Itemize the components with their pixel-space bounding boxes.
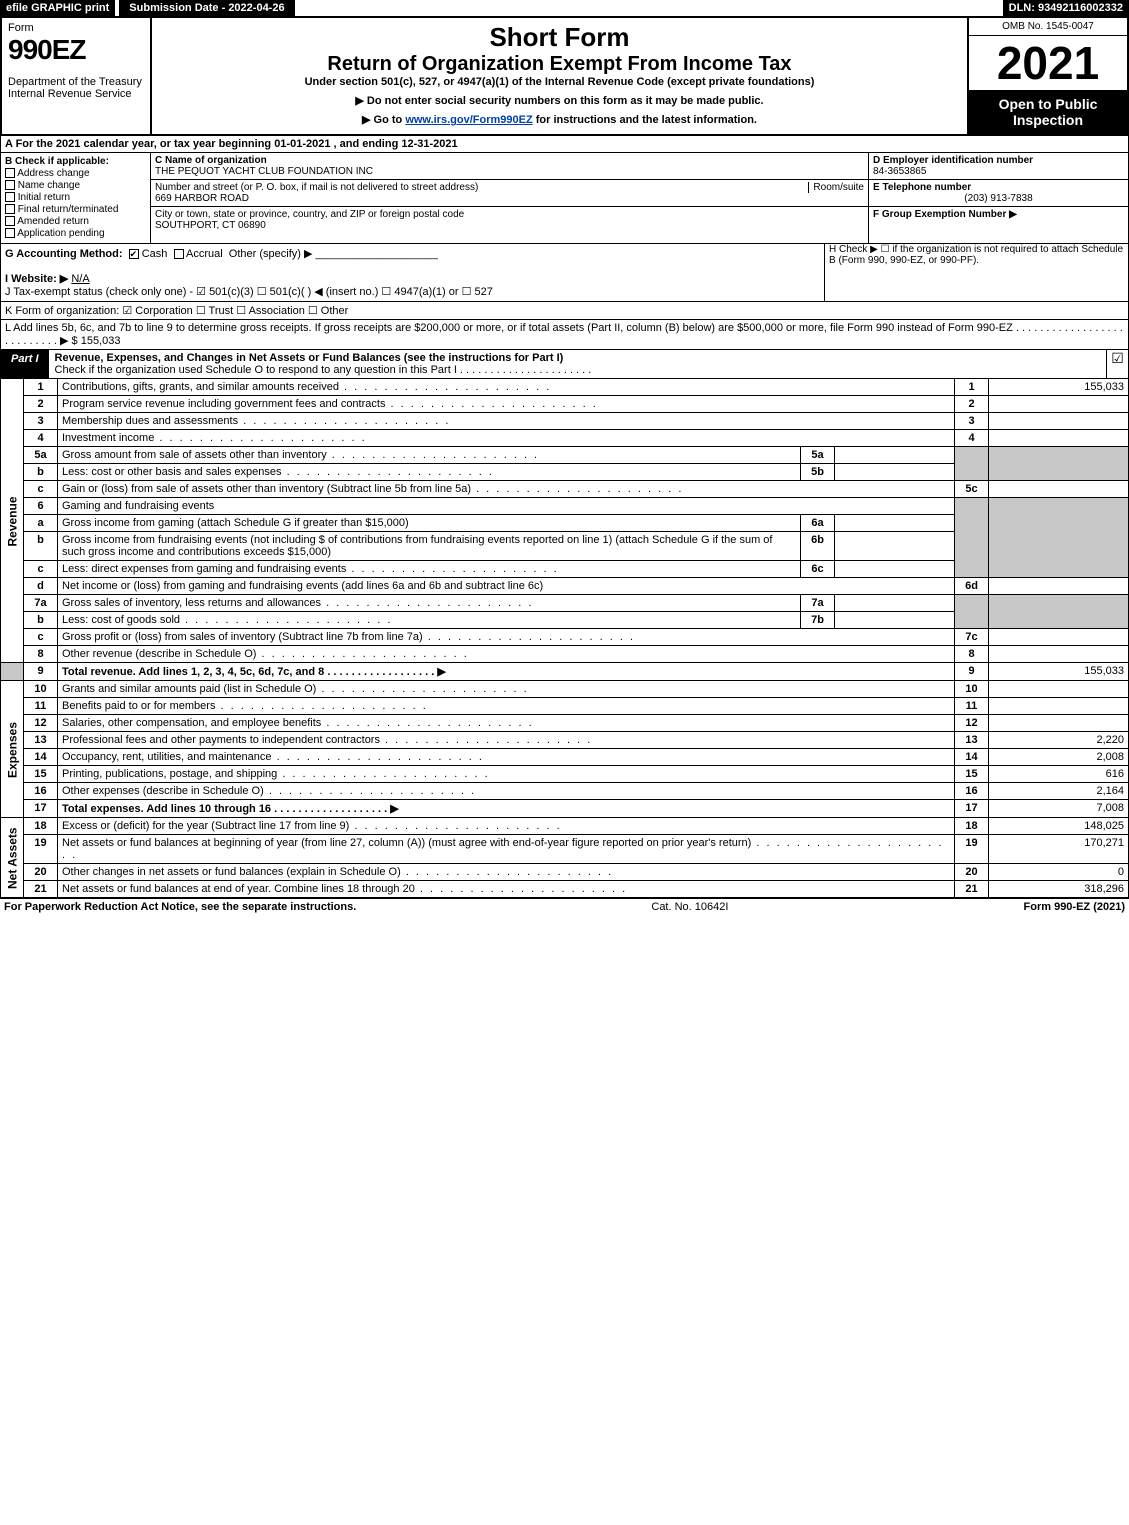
irs-link[interactable]: www.irs.gov/Form990EZ [405, 114, 532, 126]
c-street-val: 669 HARBOR ROAD [155, 193, 249, 204]
b-opt-initial[interactable]: Initial return [5, 192, 146, 203]
l-line: L Add lines 5b, 6c, and 7b to line 9 to … [0, 320, 1129, 350]
title-short-form: Short Form [162, 22, 957, 53]
expenses-vlabel: Expenses [1, 681, 24, 818]
e-val: (203) 913-7838 [873, 193, 1124, 204]
footer: For Paperwork Reduction Act Notice, see … [0, 898, 1129, 915]
c-street-label: Number and street (or P. O. box, if mail… [155, 182, 478, 193]
b-header: B Check if applicable: [5, 156, 146, 167]
c-street-row: Number and street (or P. O. box, if mail… [151, 180, 868, 207]
l-val: 155,033 [81, 335, 121, 347]
col-def: D Employer identification number 84-3653… [868, 153, 1128, 243]
header-right: OMB No. 1545-0047 2021 Open to Public In… [967, 18, 1127, 134]
part-i-check[interactable]: ☑ [1106, 350, 1128, 378]
bc-grid: B Check if applicable: Address change Na… [0, 153, 1129, 244]
submission-date-label: Submission Date - 2022-04-26 [119, 0, 294, 16]
form-header: Form 990EZ Department of the Treasury In… [0, 16, 1129, 136]
f-label: F Group Exemption Number ▶ [873, 209, 1017, 220]
k-line: K Form of organization: ☑ Corporation ☐ … [0, 302, 1129, 320]
part-i-title: Revenue, Expenses, and Changes in Net As… [49, 350, 1106, 378]
footer-left: For Paperwork Reduction Act Notice, see … [4, 901, 356, 913]
c-room-label: Room/suite [808, 182, 864, 193]
lines-table: Revenue 1 Contributions, gifts, grants, … [0, 379, 1129, 898]
col-b: B Check if applicable: Address change Na… [1, 153, 151, 243]
f-group: F Group Exemption Number ▶ [869, 207, 1128, 222]
instruction-2: ▶ Go to www.irs.gov/Form990EZ for instru… [162, 113, 957, 126]
b-opt-address[interactable]: Address change [5, 168, 146, 179]
g-label: G Accounting Method: [5, 248, 123, 260]
g-h-block: G Accounting Method: Cash Accrual Other … [0, 244, 1129, 302]
inst2-post: for instructions and the latest informat… [533, 114, 757, 126]
inst2-pre: ▶ Go to [362, 114, 405, 126]
dept-label: Department of the Treasury Internal Reve… [8, 76, 144, 100]
c-city-row: City or town, state or province, country… [151, 207, 868, 233]
dln-label: DLN: 93492116002332 [1003, 0, 1129, 16]
header-left: Form 990EZ Department of the Treasury In… [2, 18, 152, 134]
footer-center: Cat. No. 10642I [356, 901, 1023, 913]
footer-right: Form 990-EZ (2021) [1024, 901, 1125, 913]
c-city-val: SOUTHPORT, CT 06890 [155, 220, 266, 231]
part-i-sub: Check if the organization used Schedule … [55, 364, 592, 376]
c-name-label: C Name of organization [155, 155, 267, 166]
c-city-label: City or town, state or province, country… [155, 209, 464, 220]
b-opt-amended[interactable]: Amended return [5, 216, 146, 227]
open-inspection: Open to Public Inspection [969, 90, 1127, 134]
top-bar: efile GRAPHIC print Submission Date - 20… [0, 0, 1129, 16]
j-line: J Tax-exempt status (check only one) - ☑… [5, 286, 493, 298]
d-ein: D Employer identification number 84-3653… [869, 153, 1128, 180]
l-text: L Add lines 5b, 6c, and 7b to line 9 to … [5, 322, 1123, 347]
g-accrual-check[interactable] [174, 249, 184, 259]
d-val: 84-3653865 [873, 166, 926, 177]
c-name-row: C Name of organization THE PEQUOT YACHT … [151, 153, 868, 180]
part-i-header: Part I Revenue, Expenses, and Changes in… [0, 350, 1129, 379]
b-opt-name[interactable]: Name change [5, 180, 146, 191]
i-val: N/A [71, 273, 89, 285]
form-word: Form [8, 22, 144, 34]
instruction-1: ▶ Do not enter social security numbers o… [162, 94, 957, 107]
g-other: Other (specify) ▶ [229, 248, 313, 260]
h-box: H Check ▶ ☐ if the organization is not r… [824, 244, 1124, 301]
col-c: C Name of organization THE PEQUOT YACHT … [151, 153, 868, 243]
b-opt-pending[interactable]: Application pending [5, 228, 146, 239]
g-cash-check[interactable] [129, 249, 139, 259]
tax-year: 2021 [969, 36, 1127, 90]
efile-print-label[interactable]: efile GRAPHIC print [0, 0, 115, 16]
c-name-val: THE PEQUOT YACHT CLUB FOUNDATION INC [155, 166, 373, 177]
part-i-tag: Part I [1, 350, 49, 378]
d-label: D Employer identification number [873, 155, 1033, 166]
line-a: A For the 2021 calendar year, or tax yea… [0, 136, 1129, 153]
b-opt-final[interactable]: Final return/terminated [5, 204, 146, 215]
subtitle: Under section 501(c), 527, or 4947(a)(1)… [162, 76, 957, 88]
form-number: 990EZ [8, 34, 144, 66]
header-mid: Short Form Return of Organization Exempt… [152, 18, 967, 134]
i-label: I Website: ▶ [5, 273, 68, 285]
e-phone: E Telephone number (203) 913-7838 [869, 180, 1128, 207]
omb-number: OMB No. 1545-0047 [969, 18, 1127, 36]
netassets-vlabel: Net Assets [1, 818, 24, 898]
e-label: E Telephone number [873, 182, 971, 193]
title-return: Return of Organization Exempt From Incom… [162, 53, 957, 76]
revenue-vlabel: Revenue [1, 379, 24, 663]
